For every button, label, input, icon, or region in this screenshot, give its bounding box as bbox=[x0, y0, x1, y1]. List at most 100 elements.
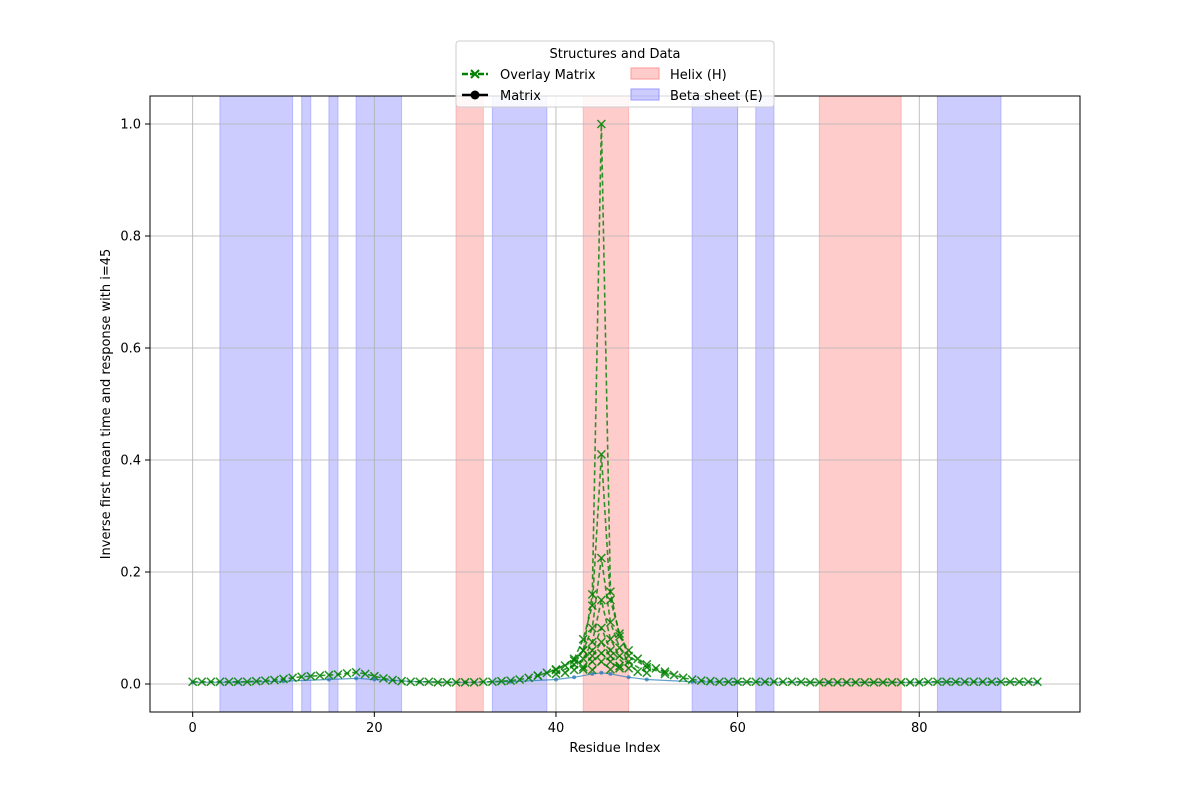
overlay-point-1-57 bbox=[705, 676, 715, 686]
beta-region-7 bbox=[691, 95, 739, 713]
overlay-point-1-88 bbox=[987, 677, 997, 687]
x-tick-label-3: 60 bbox=[729, 721, 746, 736]
overlay-point-1-20 bbox=[369, 671, 379, 681]
overlay-point-1-10 bbox=[278, 674, 289, 684]
overlay-point-8-0 bbox=[587, 665, 597, 675]
overlay-point-1-90 bbox=[1005, 677, 1015, 687]
overlay-point-1-4 bbox=[224, 677, 234, 687]
overlay-point-1-34 bbox=[496, 676, 507, 686]
overlay-point-1-77 bbox=[887, 677, 897, 687]
overlay-point-1-61 bbox=[742, 677, 752, 687]
matrix-point-12 bbox=[599, 670, 604, 675]
overlay-point-1-37 bbox=[524, 673, 534, 683]
series-7-overlay-matrix bbox=[578, 648, 625, 674]
overlay-point-1-1 bbox=[197, 677, 207, 687]
overlay-point-1-8 bbox=[260, 676, 270, 686]
matrix-point-15 bbox=[644, 677, 649, 682]
overlay-point-2-7 bbox=[615, 629, 625, 639]
x-tick-label-0: 0 bbox=[189, 721, 197, 736]
overlay-point-1-23 bbox=[397, 676, 407, 686]
overlay-point-1-83 bbox=[941, 677, 952, 687]
matrix-point-3 bbox=[326, 677, 331, 682]
overlay-point-1-74 bbox=[860, 677, 870, 687]
legend-entry-helix: Helix (H) bbox=[630, 67, 727, 83]
overlay-point-1-89 bbox=[996, 677, 1006, 687]
overlay-point-6-0 bbox=[578, 662, 588, 672]
legend-label-matrix: Matrix bbox=[500, 89, 541, 104]
overlay-point-4-1 bbox=[578, 654, 588, 664]
overlay-point-1-13 bbox=[306, 671, 316, 681]
matrix-point-11 bbox=[590, 671, 595, 676]
overlay-point-5-2 bbox=[596, 623, 606, 633]
overlay-point-1-60 bbox=[733, 677, 743, 687]
overlay-point-1-66 bbox=[787, 677, 797, 687]
overlay-point-3-0 bbox=[551, 669, 561, 679]
overlay-point-1-3 bbox=[215, 677, 225, 687]
overlay-point-1-19 bbox=[360, 669, 370, 679]
overlay-point-1-72 bbox=[842, 677, 852, 687]
overlay-point-1-58 bbox=[714, 677, 724, 687]
overlay-point-1-32 bbox=[478, 677, 488, 687]
overlay-point-1-69 bbox=[814, 677, 824, 687]
overlay-point-1-80 bbox=[914, 677, 924, 687]
overlay-point-2-0 bbox=[533, 671, 543, 681]
legend-patch-helix bbox=[630, 67, 660, 80]
overlay-point-1-42 bbox=[569, 655, 579, 666]
overlay-point-1-93 bbox=[1032, 677, 1042, 687]
overlay-point-6-4 bbox=[615, 661, 625, 671]
overlay-point-1-14 bbox=[315, 671, 325, 681]
helix-region-9 bbox=[818, 95, 902, 713]
overlay-point-1-6 bbox=[242, 677, 252, 687]
overlay-point-1-22 bbox=[387, 675, 398, 685]
overlay-point-7-1 bbox=[587, 657, 597, 667]
overlay-point-1-55 bbox=[687, 674, 697, 685]
overlay-point-7-3 bbox=[605, 657, 615, 667]
overlay-point-1-59 bbox=[723, 677, 734, 687]
matrix-point-14 bbox=[626, 675, 631, 680]
legend-x-marker bbox=[470, 69, 480, 79]
overlay-point-1-91 bbox=[1014, 677, 1024, 687]
overlay-point-1-30 bbox=[460, 677, 470, 687]
overlay-point-1-24 bbox=[406, 677, 416, 687]
y-tick-label-5: 1.0 bbox=[120, 118, 141, 133]
legend-entry-overlay-matrix: Overlay Matrix bbox=[462, 68, 596, 83]
beta-region-2 bbox=[328, 95, 339, 713]
overlay-point-1-67 bbox=[796, 677, 806, 687]
overlay-point-1-0 bbox=[188, 677, 198, 687]
overlay-point-1-82 bbox=[932, 677, 942, 687]
overlay-point-1-54 bbox=[678, 673, 688, 683]
overlay-point-1-26 bbox=[424, 677, 434, 687]
x-axis-ticks: 0 20 40 60 80 bbox=[189, 712, 928, 736]
overlay-point-1-68 bbox=[805, 677, 815, 687]
overlay-point-7-4 bbox=[615, 663, 625, 673]
overlay-point-1-25 bbox=[415, 677, 425, 687]
overlay-point-8-2 bbox=[605, 664, 615, 674]
grid bbox=[150, 96, 1080, 712]
overlay-point-1-86 bbox=[969, 677, 979, 687]
beta-region-8 bbox=[755, 95, 775, 713]
overlay-point-1-15 bbox=[324, 670, 334, 680]
overlay-point-1-2 bbox=[206, 677, 216, 687]
overlay-point-1-52 bbox=[660, 667, 670, 677]
overlay-point-1-56 bbox=[696, 676, 706, 686]
data-series bbox=[188, 119, 1042, 687]
y-axis-label: Inverse first mean time and response wit… bbox=[99, 249, 114, 560]
overlay-point-1-36 bbox=[515, 674, 525, 685]
overlay-point-1-62 bbox=[751, 677, 761, 687]
matrix-point-9 bbox=[553, 677, 558, 682]
overlay-point-1-79 bbox=[905, 677, 915, 687]
overlay-point-1-70 bbox=[823, 677, 833, 687]
matrix-point-10 bbox=[572, 675, 577, 680]
overlay-point-7-2 bbox=[596, 648, 606, 658]
overlay-point-1-63 bbox=[760, 677, 770, 687]
x-tick-label-2: 40 bbox=[548, 721, 565, 736]
matrix-point-13 bbox=[608, 671, 613, 676]
y-tick-label-2: 0.4 bbox=[120, 454, 141, 469]
overlay-point-1-78 bbox=[896, 677, 906, 687]
overlay-point-1-53 bbox=[669, 670, 679, 680]
series-3-overlay-matrix bbox=[551, 553, 652, 679]
legend-label-helix: Helix (H) bbox=[670, 68, 727, 83]
overlay-point-1-84 bbox=[951, 677, 961, 687]
overlay-point-3-2 bbox=[578, 645, 588, 655]
overlay-point-1-92 bbox=[1023, 677, 1033, 687]
